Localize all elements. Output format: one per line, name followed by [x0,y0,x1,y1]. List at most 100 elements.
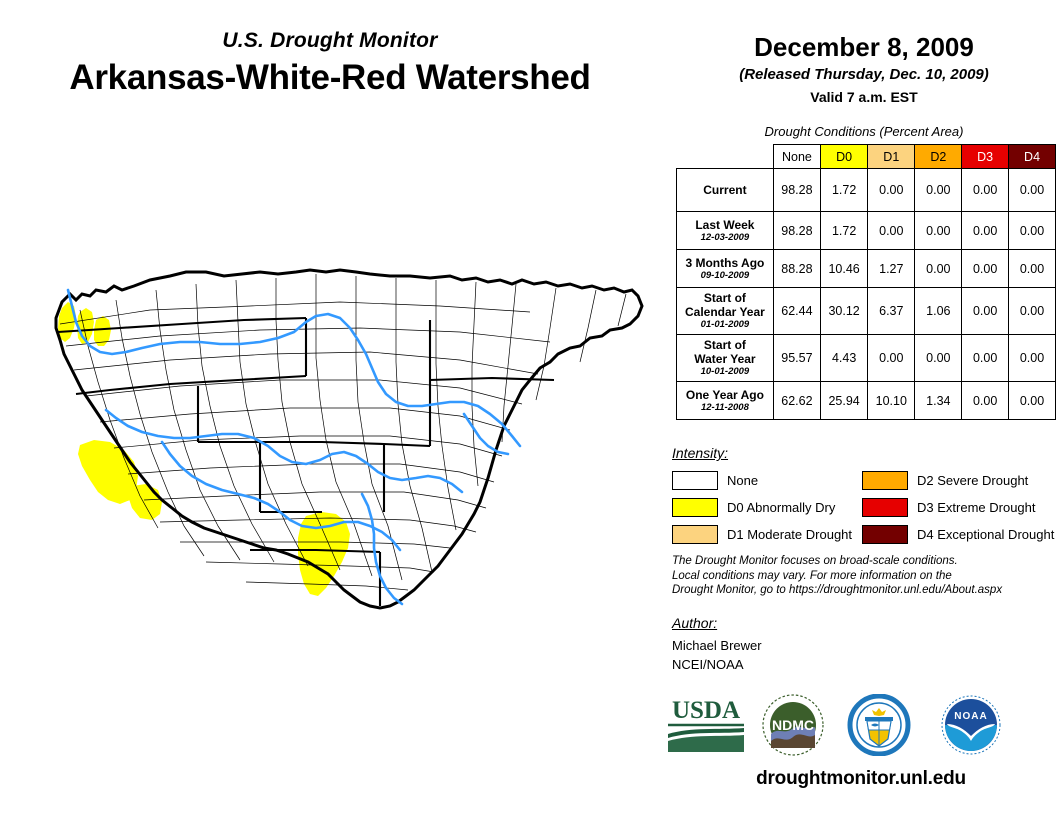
table-cell-d2: 0.00 [914,168,963,212]
table-header: None D0 D1 D2 D3 D4 [677,144,1056,169]
table-row-label: One Year Ago 12-11-2008 [676,381,774,420]
table-cell-d3: 0.00 [961,287,1010,335]
row-label-text: 3 Months Ago [685,255,765,270]
table-cell-d1: 0.00 [867,168,916,212]
table-cell-d0: 1.72 [820,168,869,212]
disclaimer-line-3: Drought Monitor, go to https://droughtmo… [672,584,1003,596]
table-cell-d1: 0.00 [867,211,916,250]
valid-time: Valid 7 a.m. EST [810,89,918,105]
legend-swatch [862,470,908,490]
author-label: Author: [672,615,718,631]
watershed-outline [54,268,644,610]
row-label-date: 12-11-2008 [700,401,749,413]
row-label-date: 10-01-2009 [700,366,750,377]
table-row: Start of Calendar Year 01-01-2009 62.44 30.1… [676,287,1056,335]
table-row-label: Current [676,168,774,212]
row-label-date: 09-10-2009 [700,269,750,281]
release-date: (Released Thursday, Dec. 10, 2009) [739,66,989,83]
table-row: Last Week 12-03-2009 98.28 1.72 0.00 0.00 0.00… [676,211,1056,250]
legend-column-left: None D0 Abnormally Dry D1 Moderate Drought [672,468,852,549]
table-cell-none: 98.28 [772,168,822,212]
table-cell-d4: 0.00 [1008,381,1056,420]
table-cell-d4: 0.00 [1008,211,1056,250]
legend-label: D0 Abnormally Dry [727,499,836,515]
rivers [66,288,522,606]
table-cell-d3: 0.00 [961,168,1010,212]
valid-date: December 8, 2009 [754,32,974,62]
table-cell-d0: 1.72 [820,211,869,250]
disclaimer-text: The Drought Monitor focuses on broad-sca… [672,554,1056,598]
intensity-legend-title: Intensity: [672,445,729,461]
table-row-label: Last Week 12-03-2009 [676,211,774,250]
legend-label: D2 Severe Drought [917,472,1029,488]
table-row: One Year Ago 12-11-2008 62.62 25.94 10.10 1.3… [676,381,1056,420]
row-label-text: Water Year [694,352,756,366]
table-body: Current 98.28 1.72 0.00 0.00 0.00 0.00 Last Wee… [676,168,1056,420]
product-subtitle: U.S. Drought Monitor [222,29,438,52]
table-cell-d2: 1.34 [914,381,963,420]
map-basin-fill [56,270,642,608]
legend-item: D3 Extreme Drought [862,495,1054,519]
disclaimer-line-1: The Drought Monitor focuses on broad-sca… [672,555,958,567]
legend-label: D1 Moderate Drought [727,526,853,542]
table-cell-d0: 30.12 [820,287,869,335]
noaa-logo: NOAA [941,695,1001,755]
legend-item: D0 Abnormally Dry [672,495,852,519]
table-header-row: None D0 D1 D2 D3 D4 [677,144,1056,169]
date-block: December 8, 2009 (Released Thursday, Dec… [672,32,1056,106]
row-label-text: Last Week [695,217,755,232]
table-cell-d4: 0.00 [1008,168,1056,212]
row-label-text: Start of [703,338,746,352]
logo-strip: USDA NDMC NOAA [666,694,1056,760]
ndmc-logo: NDMC [762,694,824,756]
legend-label: D3 Extreme Drought [917,499,1036,515]
page-title: Arkansas-White-Red Watershed [69,58,591,97]
table-cell-d3: 0.00 [961,381,1010,420]
table-cell-d0: 4.43 [820,334,869,382]
table-header-none: None [772,144,822,169]
author-name: Michael Brewer [672,638,762,653]
table-cell-d4: 0.00 [1008,287,1056,335]
table-cell-d4: 0.00 [1008,334,1056,382]
table-cell-d0: 10.46 [820,249,869,288]
table-cell-d1: 10.10 [867,381,916,420]
legend-swatch [862,524,908,544]
legend-column-right: D2 Severe Drought D3 Extreme Drought D4 Ex… [862,468,1054,549]
table-header-d4: D4 [1008,144,1056,169]
state-boundaries [57,316,555,606]
row-label-date: 12-03-2009 [700,231,750,243]
table-cell-d1: 0.00 [867,334,916,382]
map-title-block: U.S. Drought Monitor Arkansas-White-Red … [0,28,660,100]
disclaimer-line-2: Local conditions may vary. For more info… [672,569,952,582]
table-cell-d0: 25.94 [820,381,869,420]
legend-item: None [672,468,852,492]
legend-item: D4 Exceptional Drought [862,522,1054,546]
author-block: Michael Brewer NCEI/NOAA [672,636,762,674]
row-label-text: One Year Ago [685,387,764,402]
table-row-label: Start of Calendar Year 01-01-2009 [676,287,774,335]
legend-swatch [672,497,718,517]
table-caption: Drought Conditions (Percent Area) [764,124,964,139]
table-cell-d3: 0.00 [961,334,1010,382]
usda-logo: USDA [668,697,744,752]
legend-label: None [727,472,759,488]
table-header-d0: D0 [820,144,869,169]
legend-swatch [672,470,718,490]
row-label-date: 01-01-2009 [700,319,750,330]
table-cell-none: 62.62 [772,381,822,420]
table-corner-cell [677,145,774,169]
table-cell-d1: 1.27 [867,249,916,288]
table-cell-d2: 0.00 [914,211,963,250]
table-cell-none: 88.28 [772,249,822,288]
legend-item: D2 Severe Drought [862,468,1054,492]
usdoc-logo [847,694,911,756]
row-label-text: Start of [703,291,746,305]
table-cell-d3: 0.00 [961,249,1010,288]
table-cell-d3: 0.00 [961,211,1010,250]
legend-item: D1 Moderate Drought [672,522,852,546]
legend-swatch [672,524,718,544]
table-row: 3 Months Ago 09-10-2009 88.28 10.46 1.27 0.00… [676,249,1056,288]
row-label-text: Current [703,183,747,197]
table-cell-none: 62.44 [772,287,822,335]
table-cell-d4: 0.00 [1008,249,1056,288]
